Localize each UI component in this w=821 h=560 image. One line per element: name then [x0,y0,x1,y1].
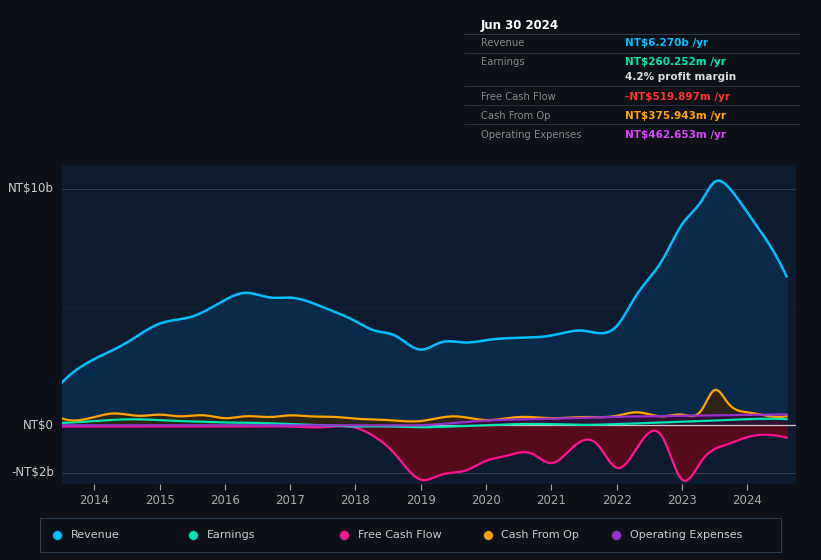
Text: Earnings: Earnings [481,57,525,67]
Text: 4.2% profit margin: 4.2% profit margin [626,72,736,82]
Text: Jun 30 2024: Jun 30 2024 [481,19,559,32]
Text: NT$10b: NT$10b [8,183,54,195]
Text: Revenue: Revenue [71,530,119,540]
Text: -NT$519.897m /yr: -NT$519.897m /yr [626,91,731,101]
Text: -NT$2b: -NT$2b [11,466,54,479]
Text: Free Cash Flow: Free Cash Flow [481,91,556,101]
Text: NT$260.252m /yr: NT$260.252m /yr [626,57,727,67]
Text: Free Cash Flow: Free Cash Flow [358,530,441,540]
Text: NT$375.943m /yr: NT$375.943m /yr [626,111,727,121]
Text: NT$6.270b /yr: NT$6.270b /yr [626,38,709,48]
Text: Earnings: Earnings [207,530,255,540]
Text: Cash From Op: Cash From Op [481,111,550,121]
Text: Cash From Op: Cash From Op [501,530,579,540]
Text: NT$0: NT$0 [23,419,54,432]
Text: NT$462.653m /yr: NT$462.653m /yr [626,130,727,140]
Text: Revenue: Revenue [481,38,524,48]
Text: Operating Expenses: Operating Expenses [481,130,581,140]
Text: Operating Expenses: Operating Expenses [630,530,742,540]
